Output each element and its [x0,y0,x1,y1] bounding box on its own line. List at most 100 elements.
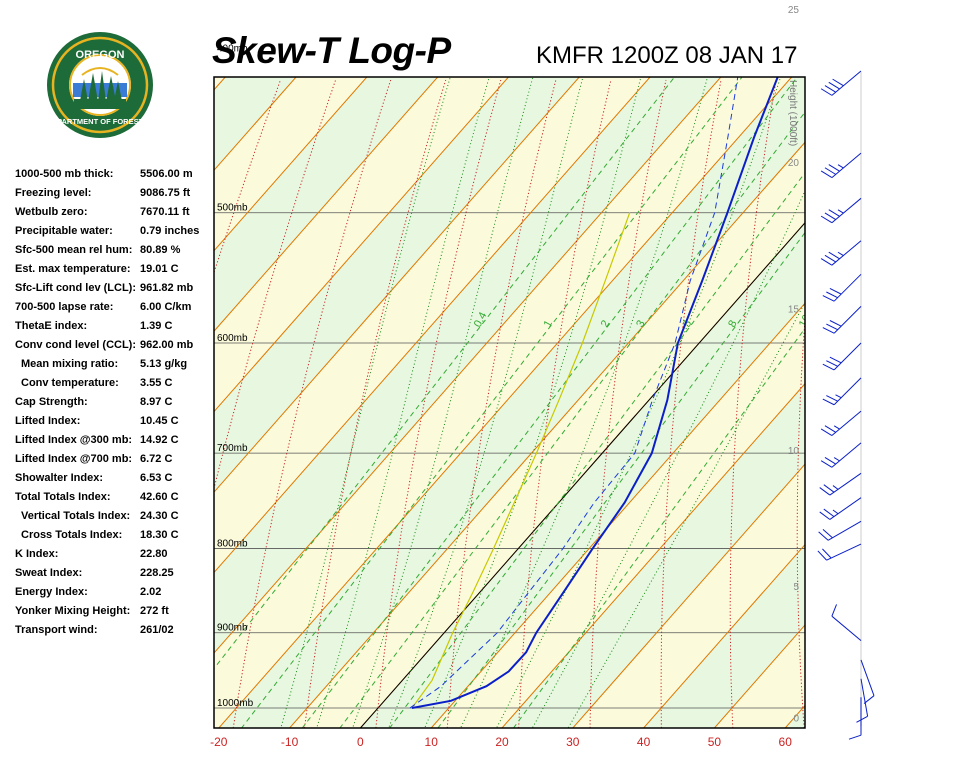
wind-barb-feather [822,295,835,302]
wind-barb-half-feather [832,485,839,490]
index-value: 2.02 [140,586,162,598]
temperature-band [0,77,84,728]
index-value: 5506.00 m [140,168,193,180]
pressure-label: 1000mb [217,698,254,709]
index-label: Conv temperature: [21,377,119,389]
temperature-tick-label: 60 [779,735,793,749]
wind-barb-staff [833,273,862,302]
wind-barb [820,70,862,96]
wind-barb-feather [822,528,833,539]
wind-barb [819,472,862,496]
mixing-ratio-line [301,77,798,728]
index-label: Energy Index: [15,586,88,598]
isotherm [214,77,368,252]
index-value: 9086.75 ft [140,187,191,199]
wind-barb-staff [833,306,862,334]
index-value: 6.00 C/km [140,301,192,313]
index-value: 962.00 mb [140,339,194,351]
index-value: 3.55 C [140,377,173,389]
pressure-label: 800mb [217,539,248,550]
wind-barb-feather [822,398,835,406]
isotherm [430,302,805,728]
mixing-ratio-label: 2 [599,318,612,329]
wind-barb-feather [820,88,833,96]
wind-barb [820,152,862,179]
wind-barb-feather [829,356,842,364]
height-axis-label: Height (1000ft) [787,80,798,146]
index-value: 228.25 [140,567,174,579]
isotherm [643,543,805,728]
temperature-tick-label: 50 [708,735,722,749]
index-label: ThetaE index: [15,320,88,332]
index-label: Conv cond level (CCL): [15,339,137,351]
wind-barb-feather [818,531,829,541]
wind-barb-feather [822,327,835,334]
index-label: 1000-500 mb thick: [15,168,114,180]
mixing-ratio-line [339,111,805,728]
wind-barb [848,697,862,740]
isotherm [214,77,651,574]
wind-barb-half-feather [837,209,844,214]
dry-adiabat [446,79,557,728]
wind-barb [831,604,862,641]
wind-barb-feather [824,212,836,220]
wind-barb-feather [817,550,827,561]
index-label: Mean mixing ratio: [21,358,119,370]
index-label: Wetbulb zero: [15,206,88,218]
wind-barb [818,520,862,541]
index-value: 261/02 [140,624,174,636]
wind-barb-feather [828,209,840,217]
temperature-band [785,705,805,728]
pressure-label: 400mb [217,43,248,54]
temperature-profile [411,77,779,709]
wind-barb [856,678,869,723]
isotherm [214,77,580,493]
wind-barb-feather [820,258,833,266]
wind-barb-staff [860,678,869,717]
index-value: 1.39 C [140,320,173,332]
wind-barb-feather [826,291,838,299]
mixing-ratio-line [389,171,805,728]
dry-adiabat [729,79,777,728]
height-tick-label: 15 [788,305,800,316]
mixing-ratio-label: 1 [542,318,555,329]
moist-adiabat [495,77,782,728]
wind-barb-half-feather [833,457,840,462]
pressure-label: 600mb [217,333,248,344]
index-label: Showalter Index: [15,472,104,484]
temperature-tick-label: -20 [210,735,228,749]
wind-barb-half-feather [837,164,844,169]
index-label: Sfc-Lift cond lev (LCL): [15,282,136,294]
moist-adiabat [567,301,805,728]
temperature-band [214,77,792,728]
wind-barb-feather [829,288,842,295]
dry-adiabat [214,79,337,491]
wind-barb-staff [831,410,862,436]
wind-barb [822,377,862,406]
wind-barb [860,659,875,704]
wind-barb-feather [823,508,835,518]
moist-adiabat [316,77,490,728]
wind-barb-half-feather [837,251,844,256]
dry-adiabat [518,79,612,728]
wind-barb-half-feather [833,425,840,430]
index-label: Lifted Index @700 mb: [15,453,133,465]
index-value: 961.82 mb [140,282,194,294]
pressure-label: 900mb [217,623,248,634]
index-value: 80.89 % [140,244,181,256]
wind-barb-feather [826,395,838,402]
wind-barb-staff [829,497,862,520]
isotherm [214,77,226,91]
index-value: 272 ft [140,605,169,617]
wind-barb-feather [826,360,838,367]
temperature-tick-label: 10 [425,735,439,749]
wind-barb [820,197,862,224]
wind-barb [820,410,862,436]
dry-adiabat [925,80,947,728]
isotherm [214,77,439,332]
wind-barb-staff [829,472,862,496]
wind-barb [822,306,862,334]
mixing-ratio-label: 16 [797,313,813,329]
temperature-band [0,77,13,728]
